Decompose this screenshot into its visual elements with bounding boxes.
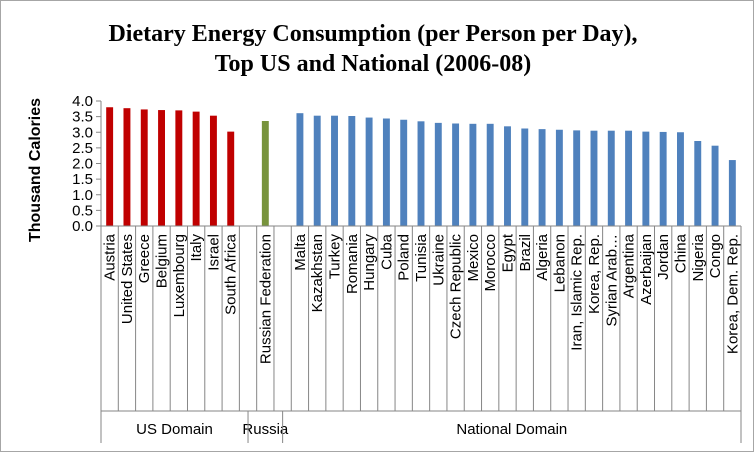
category-label: Egypt bbox=[499, 233, 516, 272]
category-label: Turkey bbox=[327, 234, 344, 280]
bars bbox=[106, 107, 736, 226]
bar bbox=[573, 130, 581, 226]
category-label: Morocco bbox=[482, 234, 499, 292]
bar bbox=[694, 141, 702, 226]
category-label: United States bbox=[119, 234, 136, 324]
bar bbox=[486, 123, 494, 226]
y-tick-label: 3.5 bbox=[72, 109, 93, 126]
category-label: Lebanon bbox=[551, 234, 568, 292]
group-label: National Domain bbox=[456, 421, 567, 438]
group-axis: US Domain Russia National Domain bbox=[100, 410, 742, 443]
category-label: Kazakhstan bbox=[309, 234, 326, 312]
chart-title-line-1: Dietary Energy Consumption (per Person p… bbox=[108, 21, 637, 47]
category-label: Korea, Rep. bbox=[586, 234, 603, 314]
bar bbox=[140, 109, 148, 226]
bar bbox=[261, 121, 269, 226]
category-label: Syrian Arab… bbox=[603, 234, 620, 327]
category-label: Austria bbox=[102, 233, 119, 280]
bar bbox=[677, 132, 684, 226]
y-tick-label: 4.0 bbox=[72, 93, 93, 110]
bar bbox=[365, 117, 373, 226]
bar bbox=[642, 131, 650, 226]
bar bbox=[469, 123, 477, 226]
bar bbox=[434, 122, 442, 226]
bar bbox=[400, 119, 408, 226]
category-label: Azerbaijan bbox=[638, 234, 655, 305]
y-tick-label: 0.0 bbox=[72, 218, 93, 235]
category-label: Luxembourg bbox=[171, 234, 188, 317]
bar bbox=[590, 130, 598, 226]
category-label: Malta bbox=[292, 233, 309, 270]
y-tick-label: 2.5 bbox=[72, 140, 93, 157]
category-label: Iran, Islamic Rep. bbox=[569, 234, 586, 351]
bar bbox=[192, 111, 200, 226]
bar bbox=[175, 110, 183, 226]
category-label: Brazil bbox=[517, 234, 534, 272]
group-label: Russia bbox=[242, 421, 289, 438]
bar bbox=[106, 107, 114, 226]
category-label: Czech Republic bbox=[448, 234, 465, 340]
category-label: Russian Federation bbox=[257, 234, 274, 364]
category-label: Nigeria bbox=[690, 233, 707, 281]
bar bbox=[382, 118, 390, 226]
bar bbox=[417, 121, 425, 226]
category-label: Ukraine bbox=[430, 234, 447, 286]
bar bbox=[313, 115, 321, 226]
category-label: Jordan bbox=[655, 234, 672, 280]
bar bbox=[607, 130, 615, 226]
category-label: Italy bbox=[188, 234, 205, 262]
bar bbox=[659, 131, 667, 226]
y-tick-label: 0.5 bbox=[72, 202, 93, 219]
bar bbox=[728, 160, 736, 226]
y-tick-label: 1.0 bbox=[72, 187, 93, 204]
bar bbox=[348, 116, 356, 226]
category-label: China bbox=[672, 233, 689, 273]
category-label: Korea, Dem. Rep. bbox=[724, 234, 741, 354]
bar bbox=[452, 123, 460, 226]
bar bbox=[625, 130, 633, 226]
bar bbox=[538, 129, 546, 226]
y-axis-label: Thousand Calories bbox=[27, 98, 44, 242]
bar bbox=[296, 113, 304, 226]
category-label: Belgium bbox=[154, 234, 171, 288]
bar bbox=[504, 126, 511, 226]
bar bbox=[331, 115, 338, 226]
bar bbox=[123, 108, 131, 226]
category-label: Congo bbox=[707, 234, 724, 278]
y-tick-label: 1.5 bbox=[72, 171, 93, 188]
bar bbox=[521, 128, 529, 226]
y-tick-label: 3.0 bbox=[72, 124, 93, 141]
category-label: Israel bbox=[205, 234, 222, 271]
category-label: Hungary bbox=[361, 234, 378, 291]
category-label: Mexico bbox=[465, 234, 482, 282]
bar bbox=[227, 131, 235, 226]
category-label: Tunisia bbox=[413, 233, 430, 281]
bar bbox=[209, 115, 217, 226]
category-label: Cuba bbox=[378, 233, 395, 270]
category-label: South Africa bbox=[223, 233, 240, 315]
y-tick-label: 2.0 bbox=[72, 156, 93, 173]
x-axis: Austria United States Greece Belgium Luxembo… bbox=[100, 225, 742, 411]
bar bbox=[711, 145, 719, 226]
category-label: Romania bbox=[344, 233, 361, 294]
category-label: Argentina bbox=[621, 233, 638, 298]
chart-title-line-2: Top US and National (2006-08) bbox=[215, 51, 532, 77]
bar bbox=[158, 110, 165, 226]
category-label: Algeria bbox=[534, 233, 551, 280]
group-label: US Domain bbox=[136, 421, 213, 438]
bar bbox=[555, 129, 563, 226]
category-label: Greece bbox=[136, 234, 153, 283]
y-axis: 0.00.51.01.52.02.53.03.54.0 bbox=[72, 93, 102, 235]
category-label: Poland bbox=[396, 234, 413, 281]
